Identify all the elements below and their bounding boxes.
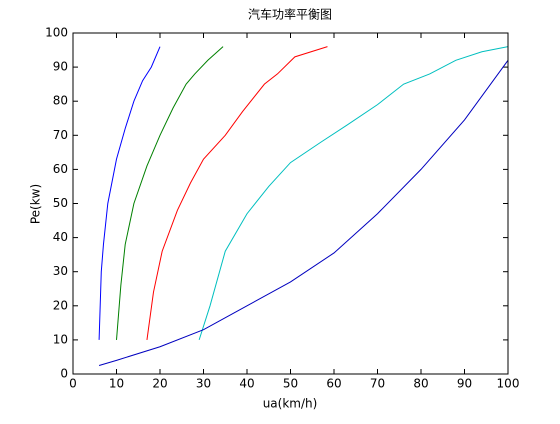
y-tick-label: 100 [45,26,68,40]
x-tick-label: 10 [109,377,124,391]
y-tick-label: 80 [53,94,68,108]
y-tick-label: 0 [60,367,68,381]
x-tick-label: 0 [69,377,77,391]
axes-box [72,32,509,375]
y-tick-label: 50 [53,196,68,210]
x-tick-label: 50 [283,377,298,391]
line-series [146,46,328,340]
x-tick-label: 100 [497,377,520,391]
x-tick-label: 90 [457,377,472,391]
y-tick-label: 70 [53,128,68,142]
line-series [98,59,509,366]
line-series [116,46,224,340]
y-tick-label: 90 [53,60,68,74]
x-axis-label: ua(km/h) [263,397,318,411]
line-series [98,46,161,340]
x-tick-label: 20 [152,377,167,391]
y-tick-label: 20 [53,298,68,312]
y-axis-label: Pe(kw) [29,184,43,224]
y-tick-label: 10 [53,332,68,346]
x-tick-label: 40 [239,377,254,391]
chart-title: 汽车功率平衡图 [248,7,332,22]
x-tick-label: 80 [413,377,428,391]
line-series [198,46,509,341]
y-tick-label: 30 [53,264,68,278]
x-tick-label: 70 [370,377,385,391]
y-tick-label: 40 [53,230,68,244]
y-tick-label: 60 [53,162,68,176]
x-tick-label: 30 [196,377,211,391]
x-tick-label: 60 [326,377,341,391]
